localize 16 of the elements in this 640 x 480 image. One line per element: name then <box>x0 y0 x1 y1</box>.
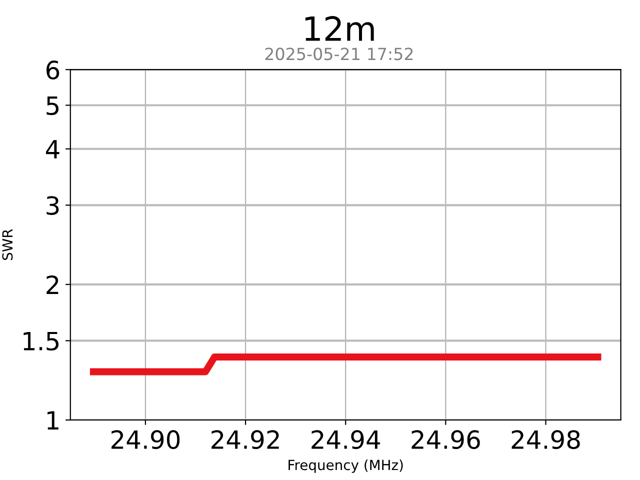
y-tick-label: 2 <box>46 275 58 294</box>
x-tick-label: 24.96 <box>412 430 480 450</box>
y-tick-label: 1.5 <box>24 332 58 351</box>
x-axis-title: Frequency (MHz) <box>288 459 403 473</box>
chart-subtitle: 2025-05-21 17:52 <box>265 48 413 60</box>
y-tick-label: 1 <box>48 411 58 430</box>
y-axis-title: SWR <box>2 229 13 260</box>
y-tick-label: 5 <box>46 96 58 116</box>
y-tick-label: 6 <box>46 60 60 80</box>
x-tick-label: 24.92 <box>212 430 279 450</box>
chart-title: 12m <box>305 16 374 41</box>
x-tick-label: 24.98 <box>512 430 580 450</box>
y-tick-label: 3 <box>46 196 59 216</box>
x-tick-label: 24.94 <box>312 430 380 450</box>
y-tick-label: 4 <box>46 140 60 158</box>
x-tick-label: 24.90 <box>112 430 180 450</box>
